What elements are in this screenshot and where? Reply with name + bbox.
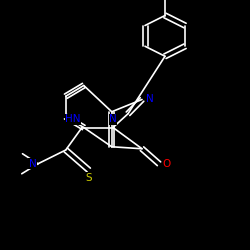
- Text: N: N: [29, 159, 37, 169]
- Text: HN: HN: [65, 114, 81, 124]
- Text: S: S: [86, 173, 92, 183]
- Text: N: N: [109, 114, 117, 124]
- Text: N: N: [146, 94, 154, 104]
- Text: O: O: [162, 159, 171, 169]
